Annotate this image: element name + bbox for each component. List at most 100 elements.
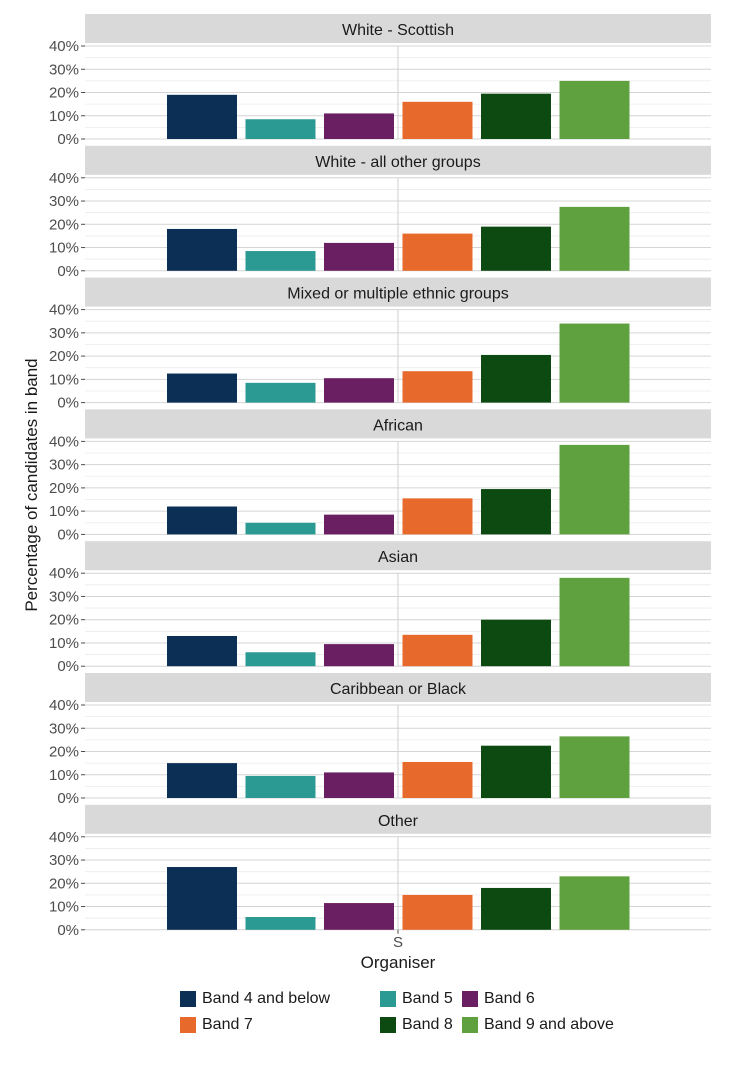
legend-item: Band 4 and below — [180, 990, 330, 1008]
bar-4 — [402, 233, 473, 271]
y-tick-label: 20% — [49, 875, 79, 892]
panel-title: Mixed or multiple ethnic groups — [287, 286, 508, 303]
y-tick-label: 20% — [49, 612, 79, 629]
legend-label: Band 6 — [484, 990, 535, 1007]
bar-2 — [245, 917, 316, 930]
panel-strip — [85, 804, 711, 834]
y-tick-label: 20% — [49, 216, 79, 233]
x-axis-label: Organiser — [361, 953, 436, 972]
y-tick-label: 40% — [49, 433, 79, 450]
legend-item: Band 6 — [462, 990, 535, 1008]
legend-item: Band 7 — [180, 1016, 253, 1034]
bar-6 — [559, 444, 630, 535]
y-tick-label: 30% — [49, 720, 79, 737]
bar-6 — [559, 876, 630, 930]
legend-swatch — [462, 1017, 478, 1033]
y-tick-label: 10% — [49, 108, 79, 125]
bar-3 — [324, 903, 394, 930]
y-tick-label: 40% — [49, 302, 79, 319]
bar-2 — [245, 522, 316, 535]
panel-title: Asian — [378, 549, 418, 566]
panel-strip — [85, 145, 711, 175]
bar-6 — [559, 323, 630, 403]
legend-label: Band 7 — [202, 1016, 253, 1033]
bar-5 — [481, 489, 551, 535]
panel-title: African — [373, 417, 423, 434]
y-tick-label: 0% — [57, 131, 79, 148]
bar-5 — [481, 354, 551, 403]
bar-3 — [324, 378, 394, 403]
panel-strip — [85, 541, 711, 571]
y-tick-label: 20% — [49, 744, 79, 761]
bar-1 — [167, 867, 237, 930]
y-tick-label: 10% — [49, 371, 79, 388]
y-tick-label: 40% — [49, 829, 79, 846]
legend-label: Band 8 — [402, 1016, 453, 1033]
panel-title: White - all other groups — [315, 154, 480, 171]
bar-3 — [324, 772, 394, 798]
bar-5 — [481, 745, 551, 798]
y-tick-label: 40% — [49, 697, 79, 714]
y-tick-label: 30% — [49, 457, 79, 474]
bar-6 — [559, 80, 630, 139]
legend-swatch — [380, 1017, 396, 1033]
y-tick-label: 0% — [57, 658, 79, 675]
y-tick-label: 0% — [57, 263, 79, 280]
legend-swatch — [180, 1017, 196, 1033]
bar-1 — [167, 763, 237, 798]
y-tick-label: 20% — [49, 348, 79, 365]
legend-item: Band 9 and above — [462, 1016, 614, 1034]
x-tick-label: S — [393, 934, 403, 951]
y-tick-label: 10% — [49, 767, 79, 784]
legend-item: Band 8 — [380, 1016, 453, 1034]
y-tick-label: 0% — [57, 526, 79, 543]
bar-3 — [324, 113, 394, 139]
bar-6 — [559, 577, 630, 667]
y-tick-label: 10% — [49, 503, 79, 520]
legend-label: Band 5 — [402, 990, 453, 1007]
bar-3 — [324, 514, 394, 535]
y-tick-label: 10% — [49, 899, 79, 916]
panel-strip — [85, 14, 711, 43]
bar-4 — [402, 761, 473, 798]
bar-3 — [324, 644, 394, 667]
bar-4 — [402, 894, 473, 930]
bar-4 — [402, 498, 473, 535]
panels: White - Scottish 0% 10% 20% 30% 40% White - al… — [49, 14, 711, 939]
bar-2 — [245, 775, 316, 798]
bar-2 — [245, 382, 316, 403]
bar-1 — [167, 373, 237, 403]
panel-strip — [85, 277, 711, 307]
panel-title: Other — [378, 813, 419, 830]
bar-1 — [167, 506, 237, 535]
bar-5 — [481, 226, 551, 271]
y-tick-label: 10% — [49, 635, 79, 652]
legend: Band 4 and below Band 5 Band 6 Band 7 Band 8… — [180, 990, 660, 1038]
panel-title: Caribbean or Black — [330, 681, 467, 698]
panel-title: White - Scottish — [342, 22, 454, 39]
y-tick-label: 30% — [49, 325, 79, 342]
y-tick-label: 20% — [49, 480, 79, 497]
legend-item: Band 5 — [380, 990, 453, 1008]
bar-5 — [481, 887, 551, 930]
legend-label: Band 4 and below — [202, 990, 331, 1007]
bar-6 — [559, 206, 630, 271]
bar-2 — [245, 652, 316, 667]
y-tick-label: 40% — [49, 170, 79, 187]
y-tick-label: 10% — [49, 240, 79, 257]
y-tick-label: 30% — [49, 588, 79, 605]
legend-swatch — [380, 991, 396, 1007]
bar-1 — [167, 94, 237, 139]
legend-label: Band 9 and above — [484, 1016, 614, 1033]
panel-strip — [85, 409, 711, 439]
bar-1 — [167, 228, 237, 271]
bar-5 — [481, 619, 551, 667]
y-tick-label: 0% — [57, 922, 79, 939]
y-tick-label: 20% — [49, 85, 79, 102]
bar-6 — [559, 736, 630, 798]
legend-swatch — [462, 991, 478, 1007]
y-tick-label: 0% — [57, 395, 79, 412]
bar-4 — [402, 634, 473, 667]
bar-3 — [324, 242, 394, 271]
